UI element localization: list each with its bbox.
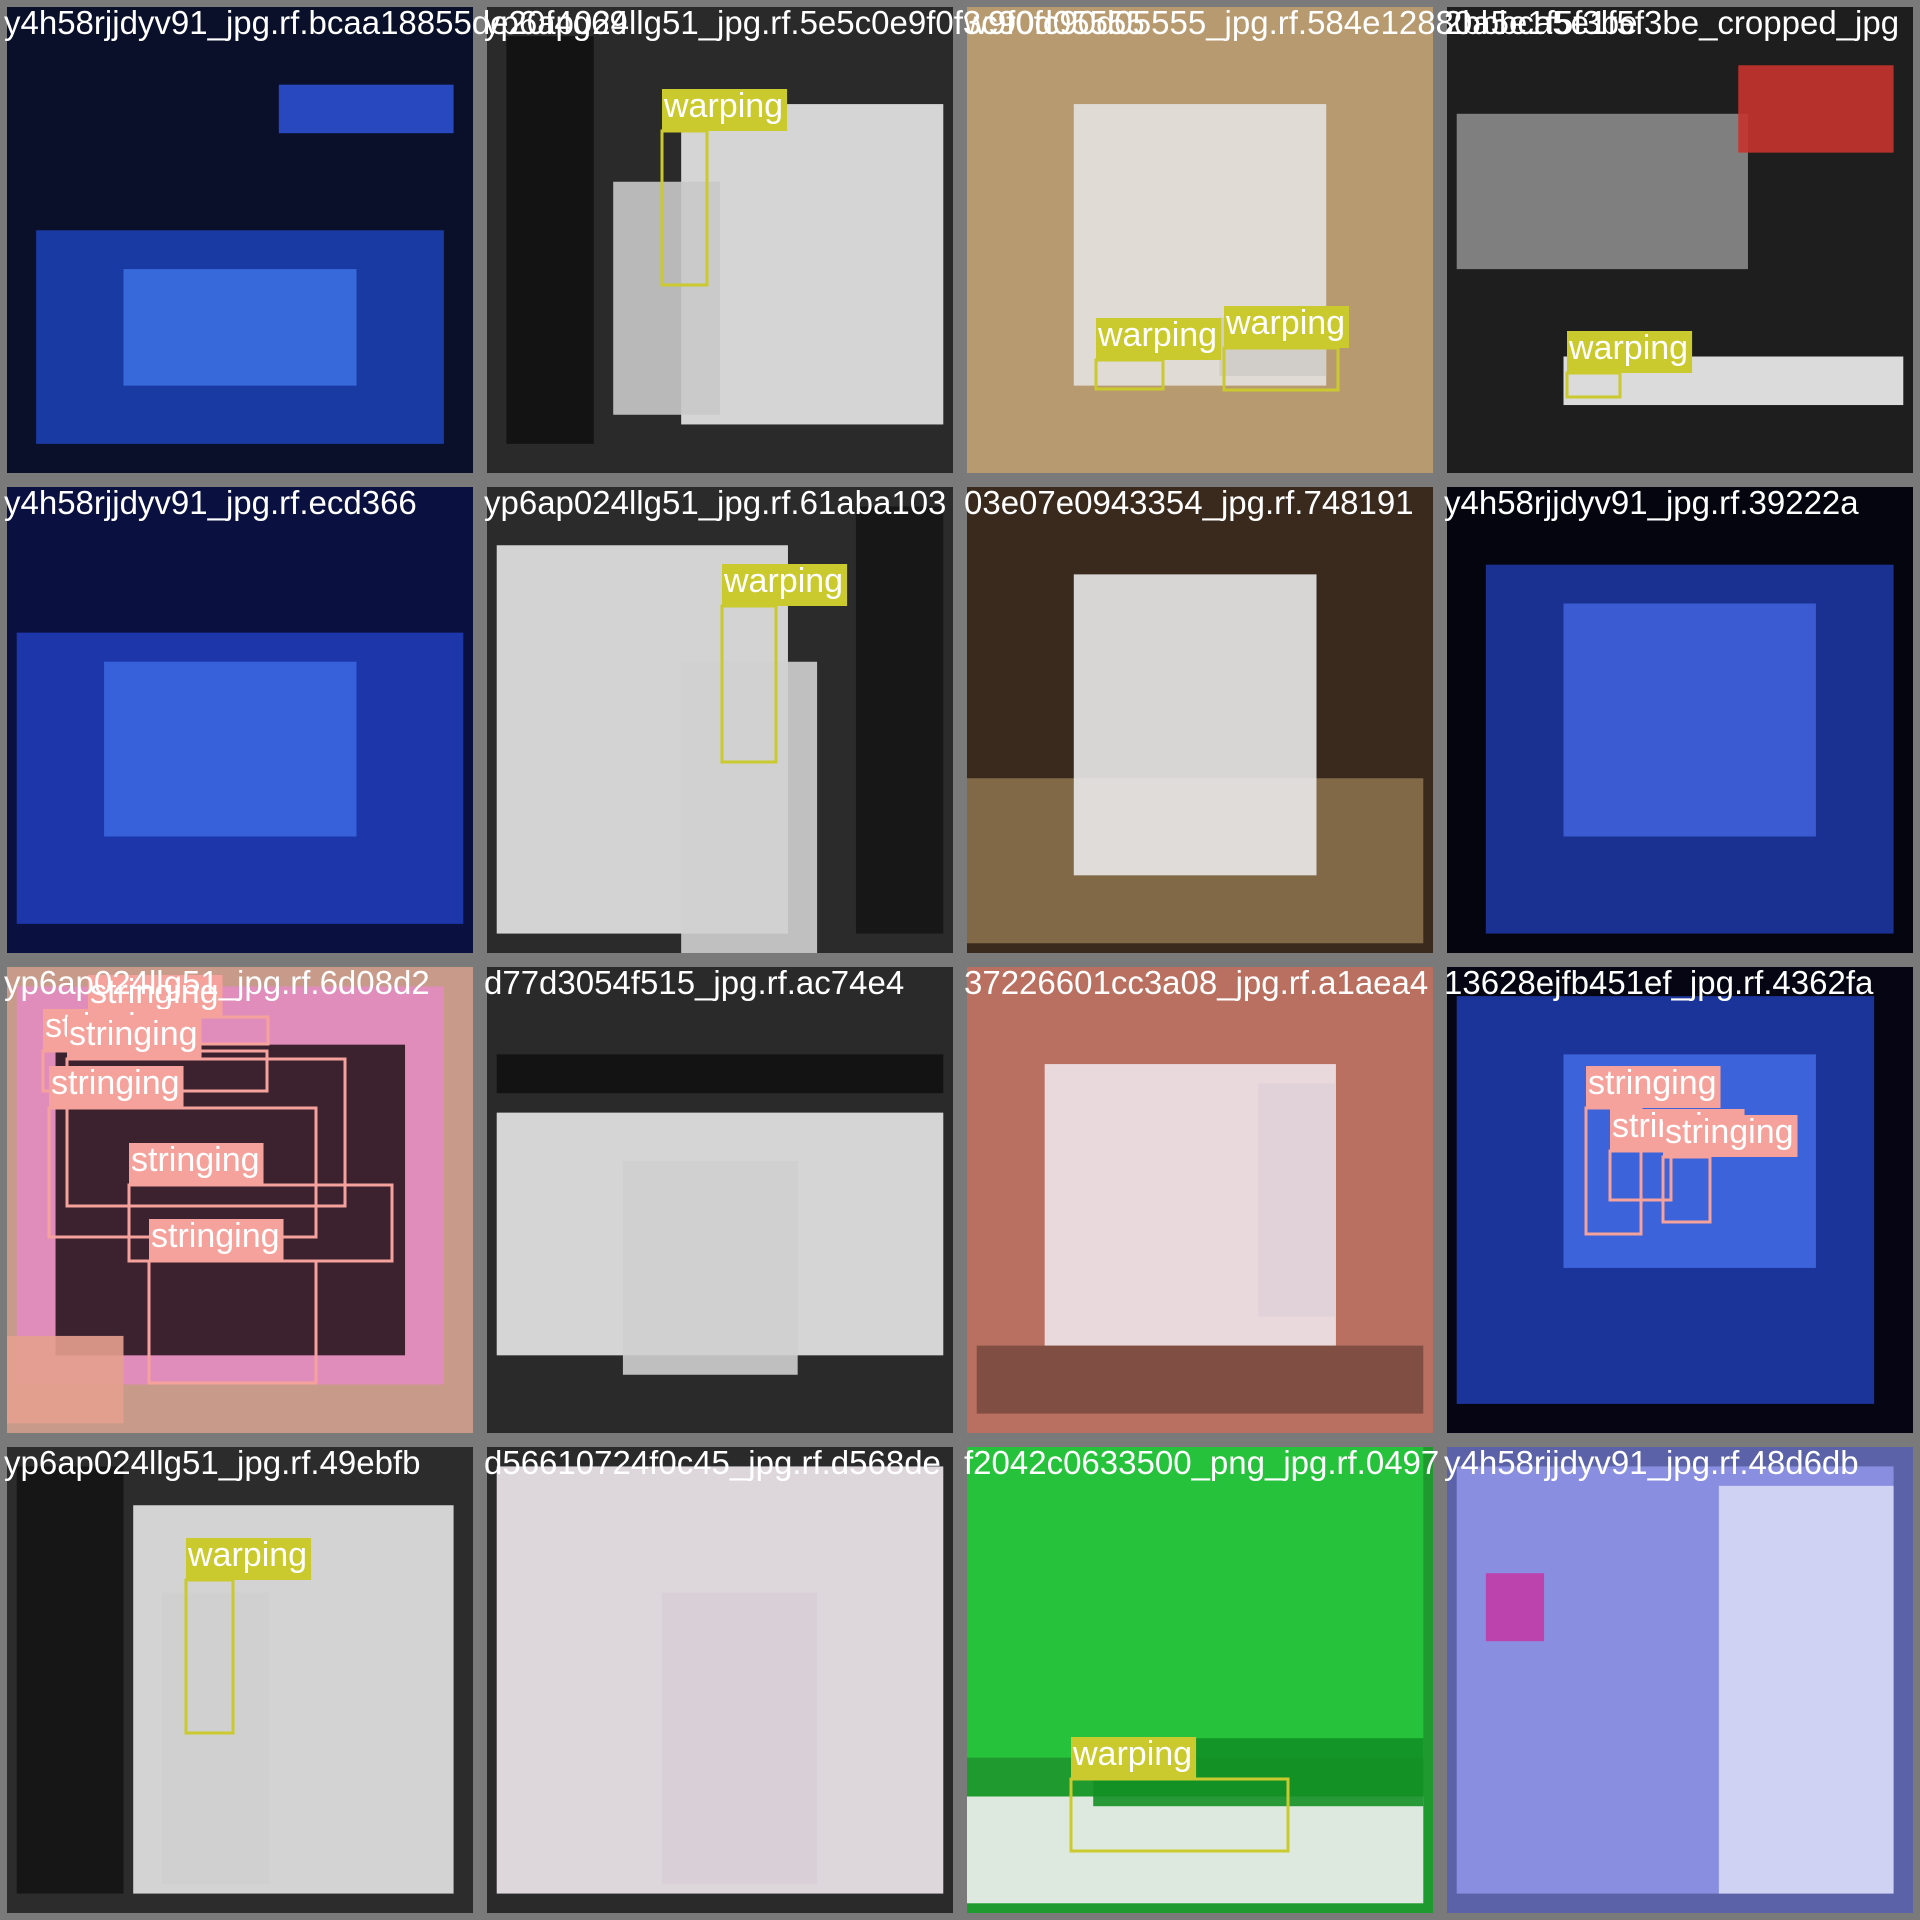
filename: d56610724f0c45_jpg.rf.d568de [484,1444,941,1481]
label-text: warping [1568,329,1688,367]
image-shape [16,1466,124,1894]
label-text: stringing [90,973,219,1011]
image-shape [976,1345,1424,1414]
image-shape [967,1447,1424,1758]
label-background [1224,306,1350,348]
label-text: warping [1072,1735,1192,1773]
image-shape [1738,65,1894,153]
filename: w9f0fc90d05555_jpg.rf.584e12880a5e1f5f3b… [963,4,1637,41]
label-background [186,1538,312,1580]
detection-box [65,1057,347,1208]
filename: y4h58rjjdyv91_jpg.rf.bcaa18855de20f4g69 [4,4,628,41]
label-text: warping [723,562,843,600]
label-text: stringing [51,1064,180,1102]
label-text: stringing [1588,1064,1717,1102]
image-shape [496,1054,944,1094]
image-shape [1563,603,1816,837]
image-shape [681,661,818,953]
filename: yp6ap024llg51_jpg.rf.61aba103 [484,484,946,521]
label-background [1071,1737,1197,1779]
image-shape [622,1161,798,1375]
label-text: warping [187,1536,307,1574]
image-shape [278,84,454,134]
label-text: stringing [151,1217,280,1255]
image-shape [681,104,944,425]
filename: yp6ap024llg51_jpg.rf.5e5c0e9f0f3c90d0555… [484,4,1145,41]
label-background [722,564,848,606]
label-text: warping [663,87,783,125]
filenames: y4h58rjjdyv91_jpg.rf.bcaa18855de20f4g69y… [4,4,1899,1481]
filename: 37226601cc3a08_jpg.rf.a1aea4 [964,964,1428,1001]
filename: y4h58rjjdyv91_jpg.rf.ecd366 [4,484,417,521]
label-background [49,1066,184,1108]
image-shape [1073,574,1317,876]
filename: y4h58rjjdyv91_jpg.rf.48d6db [1444,1444,1859,1481]
filename: f2042c0633500_png_jpg.rf.0497 [964,1444,1439,1481]
label-background [1663,1115,1798,1157]
label-background [1567,331,1693,373]
filename: yp6ap024llg51_jpg.rf.6d08d2 [4,964,430,1001]
image-shape [123,269,357,386]
image-shape [1718,1485,1894,1894]
label-background [1586,1066,1721,1108]
filename: d77d3054f515_jpg.rf.ac74e4 [484,964,904,1001]
label-background [129,1143,264,1185]
filename: 13628ejfb451ef_jpg.rf.4362fa [1444,964,1874,1001]
filename: yp6ap024llg51_jpg.rf.49ebfb [4,1444,421,1481]
image-shape [661,1592,818,1884]
label-background [1096,318,1222,360]
image-shape [1485,1573,1545,1642]
label-text: stringing [1665,1113,1794,1151]
label-text: warping [1225,304,1345,342]
image-shape [1456,113,1748,270]
filename: 03e07e0943354_jpg.rf.748191 [964,484,1414,521]
image-shape [1258,1083,1336,1317]
label-background [662,89,788,131]
image-shape [506,36,594,444]
label-background [67,1017,202,1059]
image-shape [104,661,357,837]
label-background [149,1219,284,1261]
label-text: warping [1097,316,1217,354]
label-text: stringing [131,1141,260,1179]
filename: y4h58rjjdyv91_jpg.rf.39222a [1444,484,1859,521]
image-shape [162,1592,270,1884]
image-shape [855,506,944,934]
filename: 2bbbca5e1f5f3be_cropped_jpg [1444,4,1899,41]
image-shape [613,181,720,415]
label-text: stringing [69,1015,198,1053]
image-shape [7,1335,124,1424]
